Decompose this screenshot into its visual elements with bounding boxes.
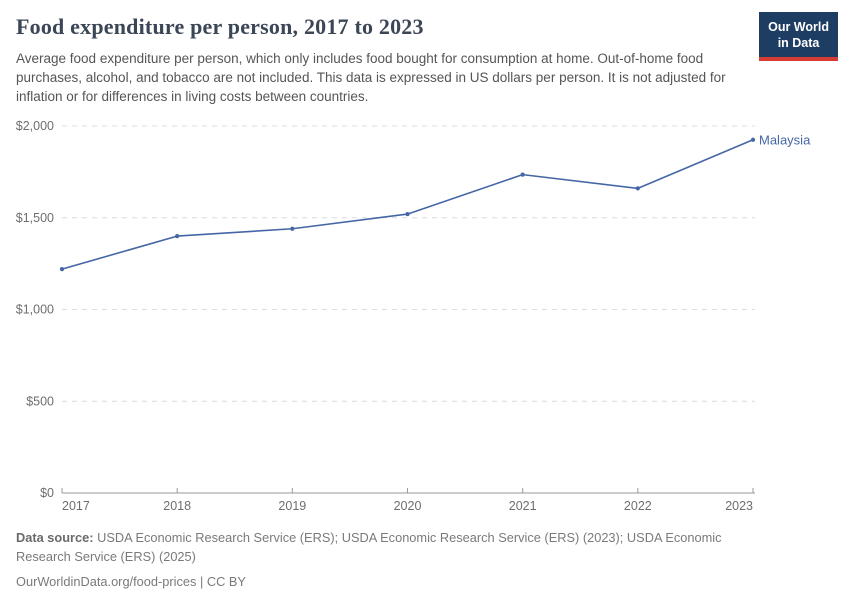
- y-axis-tick-label: $2,000: [16, 119, 54, 133]
- chart-header: Food expenditure per person, 2017 to 202…: [16, 14, 756, 106]
- y-axis-tick-label: $0: [40, 486, 54, 500]
- owid-logo-line1: Our World: [768, 20, 829, 34]
- owid-logo[interactable]: Our World in Data: [759, 12, 838, 61]
- chart-subtitle: Average food expenditure per person, whi…: [16, 51, 726, 105]
- data-point-2017[interactable]: [59, 267, 65, 272]
- data-source-line: Data source: USDA Economic Research Serv…: [16, 529, 766, 566]
- x-axis-tick-label: 2023: [725, 499, 753, 513]
- x-axis-tick-label: 2020: [394, 499, 422, 513]
- data-point-2021[interactable]: [520, 172, 525, 177]
- data-point-2018[interactable]: [175, 234, 180, 239]
- data-point-2023[interactable]: [750, 137, 756, 142]
- data-source-label: Data source:: [16, 530, 94, 546]
- x-axis-tick-label: 2018: [163, 499, 191, 513]
- data-source-text: USDA Economic Research Service (ERS); US…: [16, 530, 722, 564]
- x-axis-tick-label: 2021: [509, 499, 537, 513]
- data-point-2019[interactable]: [290, 226, 295, 231]
- page-title: Food expenditure per person, 2017 to 202…: [16, 14, 424, 39]
- owid-logo-line2: in Data: [777, 36, 820, 51]
- data-point-2022[interactable]: [635, 186, 640, 191]
- x-axis-tick-label: 2017: [62, 499, 90, 513]
- x-axis-tick-label: 2022: [624, 499, 652, 513]
- y-axis-tick-label: $1,000: [16, 303, 54, 317]
- license-line[interactable]: OurWorldinData.org/food-prices | CC BY: [16, 574, 246, 590]
- series-end-label[interactable]: Malaysia: [759, 132, 811, 147]
- data-point-2020[interactable]: [405, 211, 410, 217]
- y-axis-tick-label: $500: [26, 394, 54, 408]
- series-line-malaysia[interactable]: [61, 138, 754, 270]
- chart-footer: Data source: USDA Economic Research Serv…: [16, 529, 766, 592]
- y-axis-tick-label: $1,500: [16, 211, 54, 225]
- x-axis-tick-label: 2019: [278, 499, 306, 513]
